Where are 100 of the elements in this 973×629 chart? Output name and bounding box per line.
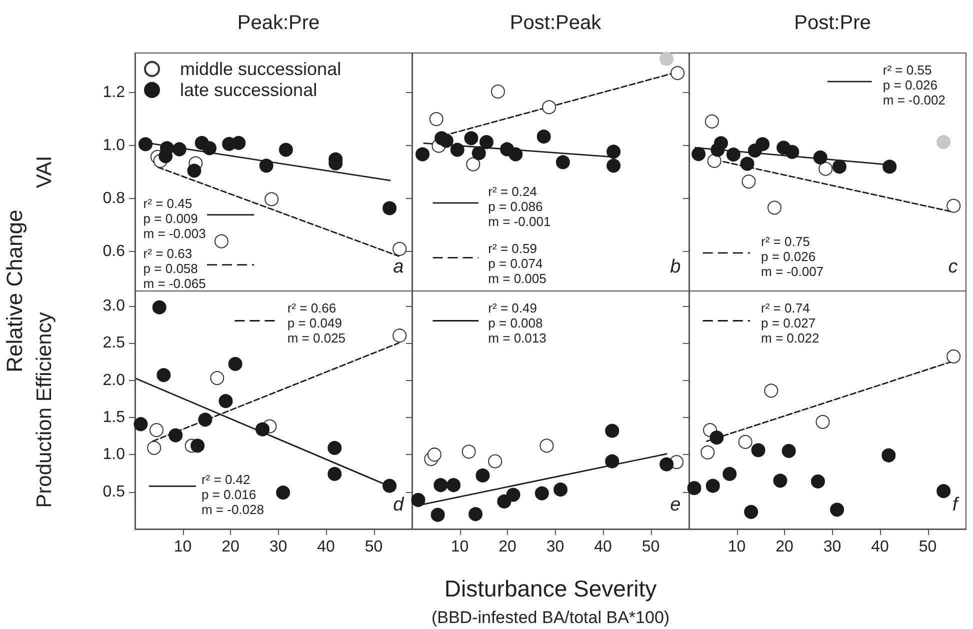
point	[264, 192, 279, 206]
point	[190, 438, 205, 453]
point	[228, 356, 242, 371]
point	[232, 136, 246, 150]
point	[506, 488, 520, 502]
y-tick-label: 3.0	[102, 297, 126, 314]
point	[187, 164, 202, 178]
point	[742, 174, 756, 189]
point	[605, 454, 620, 468]
point	[738, 434, 752, 449]
annotation: r² = 0.63 p = 0.058 m = -0.065	[143, 246, 206, 291]
point	[466, 157, 480, 172]
x-tick-label: 30	[269, 538, 288, 556]
point	[556, 155, 570, 170]
point	[536, 130, 551, 144]
point	[168, 428, 183, 442]
x-tick-label: 30	[823, 538, 842, 556]
point	[210, 371, 224, 386]
chart-title: Post:Pre	[794, 12, 871, 34]
point	[605, 424, 620, 438]
point	[411, 492, 426, 507]
point	[497, 494, 512, 508]
point	[816, 414, 830, 429]
point	[198, 412, 212, 427]
point	[707, 154, 722, 168]
text: Relative Change	[1, 208, 28, 374]
y-tick-label: 1.0	[102, 446, 126, 464]
point	[382, 478, 397, 493]
point	[773, 474, 788, 488]
x-tick-label: 10	[174, 538, 192, 556]
y-tick-label: 0.6	[102, 242, 126, 260]
chart-title: Peak:Pre	[237, 12, 320, 34]
x-tick-label: 40	[594, 538, 612, 556]
annotation: f	[952, 494, 960, 516]
x-tick-label: 10	[450, 538, 469, 556]
point	[134, 417, 148, 432]
point	[542, 100, 556, 114]
point	[488, 454, 502, 468]
chart-title: Post:Peak	[510, 12, 602, 34]
legend-label: late successional	[180, 80, 318, 100]
point	[692, 147, 706, 162]
point	[382, 201, 397, 216]
point	[392, 328, 407, 343]
point	[468, 507, 483, 522]
point	[936, 135, 951, 150]
point	[138, 137, 153, 152]
legend-label: middle successional	[180, 59, 342, 79]
point	[392, 242, 407, 256]
point	[150, 423, 164, 438]
point	[450, 142, 464, 157]
annotation: r² = 0.55 p = 0.026 m = -0.002	[882, 62, 946, 108]
point	[660, 52, 674, 66]
point	[462, 444, 476, 459]
x-tick-label: 50	[642, 538, 660, 556]
point	[534, 486, 549, 500]
point	[710, 430, 724, 445]
point	[172, 142, 186, 156]
point	[427, 448, 442, 462]
point	[430, 508, 445, 522]
y-tick-label: 2.0	[102, 372, 126, 389]
point	[540, 438, 554, 453]
point	[946, 198, 961, 213]
x-tick-label: 40	[871, 538, 890, 556]
point	[722, 466, 737, 481]
x-axis-title: Disturbance Severity (BBD-infested BA/total BA*100)	[431, 576, 670, 627]
x-tick-label: 40	[317, 538, 336, 556]
annotation: r² = 0.49 p = 0.008 m = 0.013	[488, 300, 546, 346]
point	[508, 147, 523, 162]
point	[554, 482, 568, 497]
y-axis-title: Production Efficiency	[33, 312, 56, 508]
x-tick-label: 20	[498, 538, 517, 556]
point	[670, 66, 685, 80]
point	[156, 368, 171, 382]
y-tick-label: 0.5	[102, 483, 126, 500]
point	[446, 478, 461, 492]
annotation: r² = 0.24 p = 0.086 m = -0.001	[488, 184, 551, 229]
point	[464, 131, 478, 146]
point	[490, 84, 505, 99]
point	[704, 114, 719, 128]
annotation: b	[670, 256, 681, 278]
point	[147, 440, 162, 455]
point	[785, 144, 800, 159]
point	[882, 160, 897, 174]
annotation: d	[393, 494, 406, 516]
point	[660, 457, 674, 472]
y-tick-label: 1.2	[102, 84, 126, 102]
x-tick-label: 30	[546, 538, 564, 556]
point	[606, 158, 621, 173]
point	[278, 142, 293, 157]
point	[259, 158, 274, 173]
y-tick-label: 1.0	[102, 137, 126, 154]
annotation: c	[948, 256, 958, 278]
point	[687, 481, 702, 496]
point	[476, 468, 490, 482]
point	[218, 394, 233, 408]
point	[256, 422, 270, 436]
annotation: r² = 0.75 p = 0.026 m = -0.007	[761, 234, 824, 279]
annotation: e	[670, 494, 681, 516]
x-tick-label: 50	[918, 538, 937, 556]
annotation: r² = 0.42 p = 0.016 m = -0.028	[201, 472, 264, 517]
